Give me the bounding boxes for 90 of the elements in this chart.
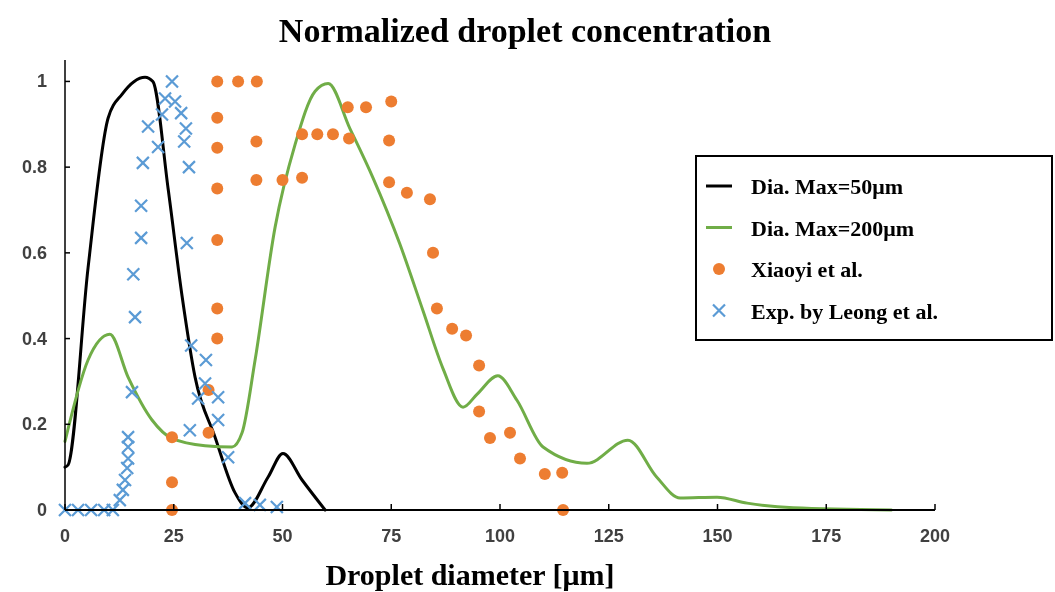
y-tick-label: 0.6 xyxy=(21,242,47,263)
point xyxy=(514,452,527,465)
point xyxy=(120,460,135,476)
point xyxy=(360,101,373,114)
point xyxy=(112,493,127,508)
y-tick-label: 0.4 xyxy=(21,328,47,349)
point xyxy=(197,376,213,391)
point xyxy=(134,198,149,213)
point xyxy=(202,426,215,439)
point xyxy=(232,75,245,88)
point xyxy=(211,390,226,405)
point xyxy=(473,405,486,418)
point xyxy=(504,426,517,439)
point xyxy=(127,310,143,325)
y-tick-label: 0 xyxy=(36,500,47,520)
point xyxy=(124,385,140,400)
x-tick-label: 50 xyxy=(272,526,293,546)
legend-label: Dia. Max=50μm xyxy=(751,174,904,199)
y-tick-label: 1 xyxy=(36,71,47,92)
y-tick-label: 0.2 xyxy=(21,414,47,435)
point xyxy=(250,135,263,148)
x-tick-label: 175 xyxy=(811,526,842,546)
point xyxy=(198,352,214,368)
point xyxy=(385,95,398,108)
point xyxy=(221,450,236,465)
point xyxy=(296,128,309,141)
point xyxy=(211,412,226,428)
point xyxy=(164,74,180,89)
point xyxy=(269,499,284,515)
point xyxy=(166,431,179,444)
point xyxy=(276,174,289,186)
point xyxy=(120,430,136,445)
point xyxy=(115,482,130,497)
point xyxy=(174,106,189,121)
point xyxy=(446,322,459,335)
point xyxy=(120,451,136,466)
point xyxy=(326,128,339,141)
point xyxy=(135,155,150,170)
point xyxy=(556,466,569,479)
point xyxy=(460,329,473,342)
x-tick-label: 25 xyxy=(163,526,184,546)
point xyxy=(191,391,206,406)
point xyxy=(178,121,194,136)
point xyxy=(181,160,197,175)
x-tick-label: 0 xyxy=(59,526,71,546)
point xyxy=(211,234,224,246)
x-tick-label: 75 xyxy=(381,526,402,546)
point xyxy=(427,246,440,259)
legend-label: Exp. by Leong et al. xyxy=(751,298,939,324)
point xyxy=(177,134,192,149)
point xyxy=(383,176,396,189)
point xyxy=(400,186,413,199)
point xyxy=(341,101,354,114)
point xyxy=(211,302,224,315)
point xyxy=(211,111,224,124)
point xyxy=(211,332,224,345)
legend-label: Xiaoyi et al. xyxy=(751,257,863,282)
point xyxy=(140,119,156,134)
point xyxy=(430,302,443,315)
point xyxy=(150,139,166,155)
legend-label: Dia. Max=200μm xyxy=(751,215,915,241)
point xyxy=(343,132,356,145)
point xyxy=(154,107,170,122)
x-tick-label: 200 xyxy=(919,526,951,546)
point xyxy=(211,75,224,88)
point xyxy=(184,338,199,353)
x-tick-label: 100 xyxy=(484,526,516,546)
point xyxy=(383,134,396,147)
point xyxy=(134,230,149,245)
point xyxy=(296,171,309,184)
x-axis-title: Droplet diameter [μm] xyxy=(325,558,615,591)
point xyxy=(179,235,194,251)
point xyxy=(250,75,263,88)
point xyxy=(120,439,136,455)
x-tick-label: 125 xyxy=(593,526,624,546)
point xyxy=(311,128,324,141)
point xyxy=(182,423,197,438)
point xyxy=(117,472,133,488)
y-tick-label: 0.8 xyxy=(21,157,47,178)
point xyxy=(473,359,486,372)
point xyxy=(211,182,224,195)
point xyxy=(166,476,179,489)
point xyxy=(211,141,224,154)
point xyxy=(126,267,141,282)
point xyxy=(423,193,436,206)
point xyxy=(250,174,263,186)
chart-title: Normalized droplet concentration xyxy=(278,12,772,49)
point xyxy=(484,432,496,444)
x-tick-label: 150 xyxy=(702,526,733,546)
point xyxy=(538,468,551,480)
